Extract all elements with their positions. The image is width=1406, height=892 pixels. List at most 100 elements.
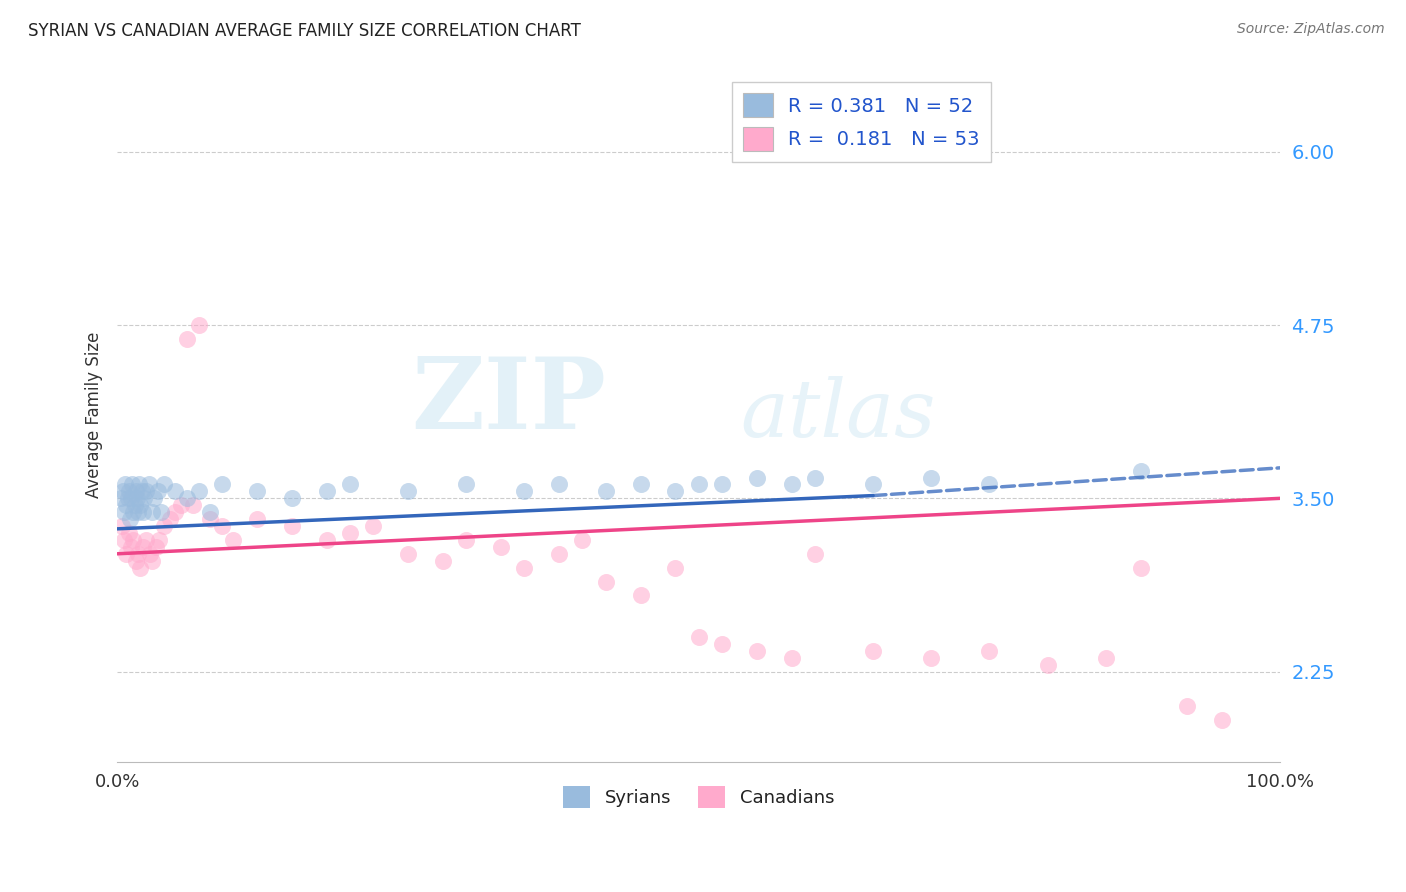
Point — [222, 533, 245, 547]
Point — [159, 512, 181, 526]
Point — [117, 491, 139, 506]
Point — [111, 519, 134, 533]
Point — [862, 477, 884, 491]
Point — [1129, 560, 1152, 574]
Point — [1175, 699, 1198, 714]
Y-axis label: Average Family Size: Average Family Size — [86, 332, 103, 499]
Point — [548, 547, 571, 561]
Text: ZIP: ZIP — [411, 352, 606, 450]
Point — [125, 491, 148, 506]
Point — [145, 540, 167, 554]
Point — [246, 484, 269, 499]
Point — [920, 650, 942, 665]
Point — [710, 637, 733, 651]
Point — [200, 512, 222, 526]
Point — [187, 318, 209, 332]
Point — [165, 484, 187, 499]
Point — [148, 533, 170, 547]
Point — [120, 540, 142, 554]
Point — [115, 547, 138, 561]
Point — [804, 470, 827, 484]
Point — [170, 498, 193, 512]
Point — [114, 477, 136, 491]
Point — [780, 477, 803, 491]
Point — [146, 484, 169, 499]
Point — [315, 533, 337, 547]
Point — [139, 547, 162, 561]
Point — [132, 540, 155, 554]
Point — [141, 554, 163, 568]
Point — [280, 491, 302, 506]
Point — [128, 477, 150, 491]
Point — [920, 470, 942, 484]
Point — [131, 484, 153, 499]
Point — [513, 484, 536, 499]
Point — [432, 554, 454, 568]
Point — [143, 491, 166, 506]
Point — [396, 547, 419, 561]
Point — [115, 498, 138, 512]
Point — [150, 505, 173, 519]
Point — [124, 498, 146, 512]
Point — [489, 540, 512, 554]
Point — [138, 477, 160, 491]
Point — [118, 484, 141, 499]
Point — [165, 505, 187, 519]
Point — [780, 650, 803, 665]
Point — [135, 484, 157, 499]
Point — [513, 560, 536, 574]
Point — [122, 533, 145, 547]
Point — [571, 533, 593, 547]
Point — [129, 498, 152, 512]
Point — [804, 547, 827, 561]
Point — [315, 484, 337, 499]
Point — [112, 505, 135, 519]
Point — [339, 477, 361, 491]
Point — [152, 519, 174, 533]
Text: atlas: atlas — [741, 376, 936, 454]
Point — [1036, 657, 1059, 672]
Point — [246, 512, 269, 526]
Point — [181, 498, 204, 512]
Point — [122, 505, 145, 519]
Point — [132, 491, 155, 506]
Point — [1129, 464, 1152, 478]
Point — [141, 505, 163, 519]
Point — [187, 484, 209, 499]
Point — [118, 526, 141, 541]
Point — [396, 484, 419, 499]
Point — [120, 491, 142, 506]
Point — [595, 484, 617, 499]
Point — [710, 477, 733, 491]
Point — [200, 505, 222, 519]
Point — [152, 477, 174, 491]
Point — [127, 505, 149, 519]
Point — [127, 547, 149, 561]
Text: SYRIAN VS CANADIAN AVERAGE FAMILY SIZE CORRELATION CHART: SYRIAN VS CANADIAN AVERAGE FAMILY SIZE C… — [28, 22, 581, 40]
Point — [112, 533, 135, 547]
Point — [176, 332, 198, 346]
Point — [1094, 650, 1116, 665]
Point — [280, 519, 302, 533]
Point — [979, 477, 1001, 491]
Point — [630, 477, 652, 491]
Point — [125, 484, 148, 499]
Point — [176, 491, 198, 506]
Point — [129, 560, 152, 574]
Point — [121, 477, 143, 491]
Legend: Syrians, Canadians: Syrians, Canadians — [555, 779, 841, 815]
Point — [454, 533, 477, 547]
Point — [454, 477, 477, 491]
Point — [862, 644, 884, 658]
Point — [745, 644, 768, 658]
Point — [664, 560, 686, 574]
Point — [211, 477, 233, 491]
Point — [595, 574, 617, 589]
Point — [125, 554, 148, 568]
Point — [745, 470, 768, 484]
Point — [630, 588, 652, 602]
Point — [339, 526, 361, 541]
Point — [979, 644, 1001, 658]
Point — [688, 630, 710, 644]
Point — [135, 533, 157, 547]
